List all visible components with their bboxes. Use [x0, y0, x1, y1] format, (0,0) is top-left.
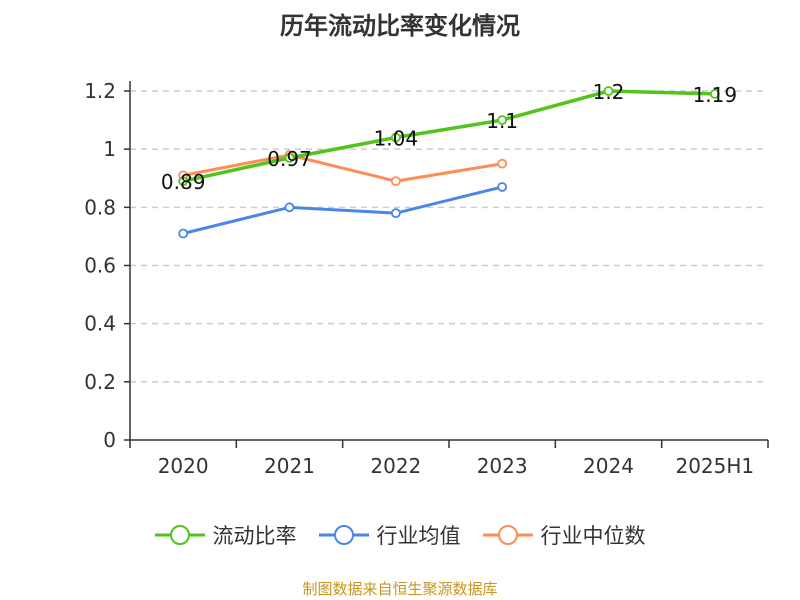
- x-tick-label: 2023: [477, 454, 528, 478]
- data-point: [178, 176, 189, 187]
- legend-marker-icon: [318, 525, 369, 545]
- legend-item[interactable]: 行业均值: [318, 520, 461, 550]
- data-point: [390, 176, 401, 187]
- data-point: [390, 208, 401, 219]
- x-tick-label: 2020: [158, 454, 209, 478]
- data-point: [709, 89, 720, 99]
- data-label: 0.89: [161, 170, 206, 194]
- legend-label: 行业均值: [376, 524, 461, 548]
- legend-item[interactable]: 行业中位数: [482, 520, 646, 550]
- data-point: [284, 152, 295, 163]
- x-tick-label: 2021: [264, 454, 315, 478]
- data-label: 1.2: [593, 80, 625, 104]
- x-tick-label: 2022: [370, 454, 421, 478]
- data-label: 1.04: [374, 127, 419, 151]
- y-tick-label: 0.2: [84, 370, 116, 394]
- data-point: [390, 132, 401, 143]
- legend-label: 行业中位数: [540, 524, 646, 548]
- source-note: 制图数据来自恒生聚源数据库: [302, 580, 498, 598]
- data-point: [284, 202, 295, 213]
- data-point: [178, 228, 189, 239]
- series-line-2: [182, 153, 503, 183]
- data-label: 1.19: [693, 83, 738, 107]
- y-tick-label: 0: [103, 428, 116, 452]
- data-point: [497, 182, 508, 192]
- x-tick-label: 2025H1: [675, 454, 754, 478]
- data-point: [497, 115, 508, 125]
- legend-item[interactable]: 流动比率: [154, 520, 297, 550]
- legend-label: 流动比率: [212, 524, 297, 548]
- data-label: 0.97: [267, 147, 312, 171]
- data-point: [603, 86, 614, 96]
- data-label: 1.1: [486, 109, 518, 133]
- legend-marker-icon: [482, 525, 533, 545]
- x-tick-label: 2024: [583, 454, 634, 478]
- series-line-0: [182, 89, 715, 183]
- y-tick-label: 1: [103, 137, 116, 161]
- y-tick-label: 0.6: [84, 254, 116, 278]
- legend: 流动比率 行业均值 行业中位数: [0, 520, 800, 550]
- chart-title: 历年流动比率变化情况: [280, 12, 520, 40]
- data-point: [497, 158, 508, 169]
- series-line-1: [182, 185, 503, 235]
- y-tick-label: 0.4: [84, 312, 116, 336]
- y-tick-label: 1.2: [84, 79, 116, 103]
- legend-marker-icon: [154, 525, 205, 545]
- y-tick-label: 0.8: [84, 195, 116, 219]
